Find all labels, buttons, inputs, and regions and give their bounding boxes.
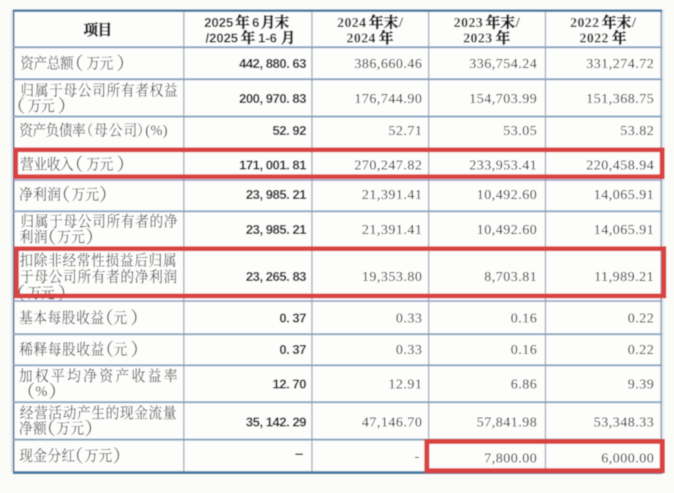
svg-text:(%): (%) <box>145 123 168 139</box>
svg-text:0.33: 0.33 <box>396 312 423 327</box>
svg-text:53.82: 53.82 <box>620 124 654 139</box>
svg-text:6,000.00: 6,000.00 <box>601 452 654 467</box>
svg-text:0.16: 0.16 <box>511 312 538 327</box>
svg-text:6: 6 <box>252 15 259 30</box>
svg-text:220,458.94: 220,458.94 <box>586 158 654 173</box>
svg-text:176,744.90: 176,744.90 <box>354 92 422 107</box>
svg-text:10,492.60: 10,492.60 <box>477 188 538 203</box>
svg-text:336,754.24: 336,754.24 <box>469 57 537 72</box>
svg-text:0.33: 0.33 <box>396 343 423 358</box>
svg-text:442, 880. 63: 442, 880. 63 <box>239 56 306 71</box>
svg-text:1-6: 1-6 <box>258 30 277 45</box>
svg-text:%: % <box>35 384 47 400</box>
svg-text:0.22: 0.22 <box>628 343 655 358</box>
svg-text:331,274.72: 331,274.72 <box>586 57 654 72</box>
svg-text:/: / <box>631 15 637 31</box>
svg-text:0.16: 0.16 <box>511 343 538 358</box>
svg-text:12.91: 12.91 <box>388 377 422 392</box>
svg-text:270,247.82: 270,247.82 <box>354 158 422 173</box>
svg-text:154,703.99: 154,703.99 <box>469 92 537 107</box>
svg-text:23, 985. 21: 23, 985. 21 <box>246 187 306 202</box>
svg-text:2024: 2024 <box>347 30 376 45</box>
svg-text:57,841.98: 57,841.98 <box>477 416 538 431</box>
svg-text:35, 142. 29: 35, 142. 29 <box>246 415 306 430</box>
svg-text:171, 001. 81: 171, 001. 81 <box>239 157 306 172</box>
svg-text:233,953.41: 233,953.41 <box>469 158 537 173</box>
svg-text:10,492.60: 10,492.60 <box>477 223 538 238</box>
svg-text:2022: 2022 <box>580 30 609 45</box>
svg-text:–: – <box>295 446 303 463</box>
svg-text:23, 985. 21: 23, 985. 21 <box>246 222 306 237</box>
svg-text:/: / <box>515 15 521 31</box>
svg-text:0.22: 0.22 <box>628 312 655 327</box>
svg-text:21,391.41: 21,391.41 <box>362 188 423 203</box>
svg-text:2022: 2022 <box>570 15 599 30</box>
svg-text:19,353.80: 19,353.80 <box>362 270 423 285</box>
svg-text:386,660.46: 386,660.46 <box>354 57 422 72</box>
svg-text:14,065.91: 14,065.91 <box>594 188 655 203</box>
svg-text:14,065.91: 14,065.91 <box>594 223 655 238</box>
svg-text:21,391.41: 21,391.41 <box>362 223 423 238</box>
svg-text:52.71: 52.71 <box>388 124 422 139</box>
svg-text:0. 37: 0. 37 <box>279 342 306 357</box>
svg-text:7,800.00: 7,800.00 <box>484 452 537 467</box>
svg-text:0. 37: 0. 37 <box>279 311 306 326</box>
svg-text:8,703.81: 8,703.81 <box>484 270 537 285</box>
svg-text:53.05: 53.05 <box>503 124 537 139</box>
svg-text:53,348.33: 53,348.33 <box>594 416 655 431</box>
svg-text:200, 970. 83: 200, 970. 83 <box>239 91 306 106</box>
svg-text:47,146.70: 47,146.70 <box>362 416 423 431</box>
svg-text:151,368.75: 151,368.75 <box>586 92 654 107</box>
svg-text:2023: 2023 <box>463 30 492 45</box>
svg-text:/2025: /2025 <box>206 30 239 45</box>
svg-text:11,989.21: 11,989.21 <box>594 270 654 285</box>
svg-text:/: / <box>398 15 404 31</box>
svg-text:2023: 2023 <box>454 15 483 30</box>
svg-text:23, 265. 83: 23, 265. 83 <box>246 269 306 284</box>
svg-text:6.86: 6.86 <box>511 377 538 392</box>
svg-text:12. 70: 12. 70 <box>273 376 307 391</box>
svg-text:-: - <box>415 449 420 464</box>
svg-text:2024: 2024 <box>337 15 366 30</box>
svg-text:9.39: 9.39 <box>628 377 655 392</box>
svg-text:52. 92: 52. 92 <box>273 123 307 138</box>
svg-text:2025: 2025 <box>204 15 233 30</box>
